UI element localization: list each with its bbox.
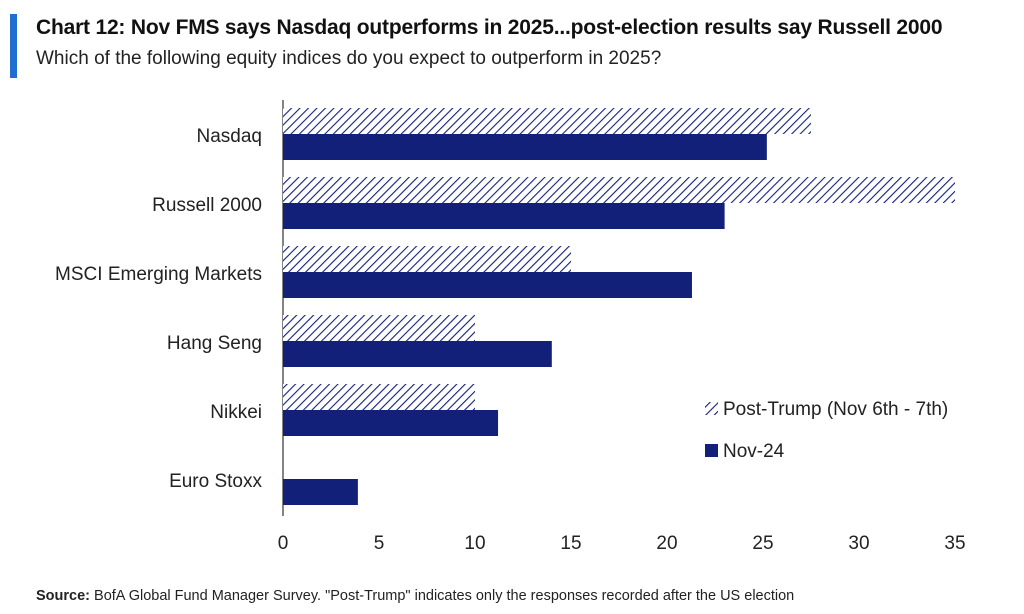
legend-swatch	[705, 444, 718, 457]
bar-post-trump	[283, 315, 475, 341]
x-tick-label: 0	[278, 533, 289, 554]
x-tick-label: 25	[752, 533, 773, 554]
category-label: Nasdaq	[197, 126, 263, 147]
x-tick-label: 5	[374, 533, 385, 554]
x-tick-label: 10	[464, 533, 485, 554]
source-text: BofA Global Fund Manager Survey. "Post-T…	[90, 588, 795, 604]
category-label: Russell 2000	[152, 195, 262, 216]
bar-nov-24	[283, 410, 499, 436]
x-tick-label: 20	[656, 533, 677, 554]
category-label: Euro Stoxx	[169, 471, 262, 492]
chart-subtitle: Which of the following equity indices do…	[36, 48, 662, 69]
bar-post-trump	[283, 177, 955, 203]
legend-label: Post-Trump (Nov 6th - 7th)	[723, 399, 948, 420]
bar-post-trump	[283, 384, 475, 410]
category-label: MSCI Emerging Markets	[55, 264, 262, 285]
bar-post-trump	[283, 108, 811, 134]
legend-swatch	[705, 402, 718, 415]
bar-post-trump	[283, 246, 571, 272]
category-label: Hang Seng	[167, 333, 262, 354]
x-tick-label: 30	[848, 533, 869, 554]
bar-nov-24	[283, 479, 358, 505]
x-tick-label: 15	[560, 533, 581, 554]
bar-nov-24	[283, 203, 725, 229]
title-accent-bar	[10, 14, 17, 78]
category-label: Nikkei	[210, 402, 262, 423]
legend-label: Nov-24	[723, 441, 785, 462]
bar-chart: 0 5 10 15 20 25 30 35 Nasdaq Russell 2000 MSCI Eme…	[55, 100, 966, 554]
chart-title: Chart 12: Nov FMS says Nasdaq outperform…	[36, 16, 943, 39]
source-note: Source: BofA Global Fund Manager Survey.…	[36, 588, 794, 604]
bar-nov-24	[283, 341, 552, 367]
bar-nov-24	[283, 134, 767, 160]
source-label: Source:	[36, 588, 90, 604]
bar-nov-24	[283, 272, 692, 298]
x-tick-label: 35	[944, 533, 965, 554]
